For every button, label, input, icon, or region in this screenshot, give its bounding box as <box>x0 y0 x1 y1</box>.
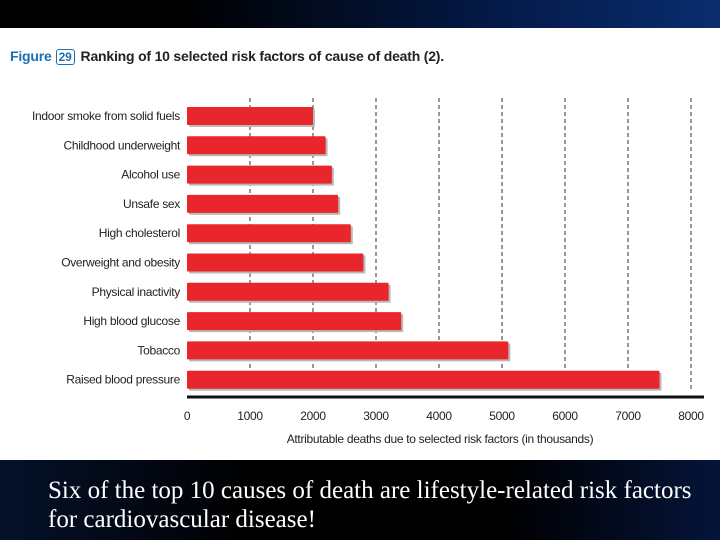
tick-label: 5000 <box>489 409 515 423</box>
bar <box>187 341 509 360</box>
chart-title: Ranking of 10 selected risk factors of c… <box>80 48 445 64</box>
bar <box>187 282 389 301</box>
bar <box>187 136 326 155</box>
slide-caption: Six of the top 10 causes of death are li… <box>48 477 692 533</box>
caption-band: Six of the top 10 causes of death are li… <box>0 460 720 540</box>
bar <box>187 194 339 213</box>
tick-label: 2000 <box>300 409 326 423</box>
category-label: High blood glucose <box>83 314 180 328</box>
bar <box>187 224 351 243</box>
tick-label: 6000 <box>552 409 578 423</box>
category-label: Alcohol use <box>121 168 180 182</box>
bar <box>187 370 660 389</box>
bar <box>187 312 402 331</box>
tick-label: 4000 <box>426 409 452 423</box>
tick-label: 8000 <box>678 409 704 423</box>
bar <box>187 253 364 272</box>
bar <box>187 165 332 184</box>
category-label: Childhood underweight <box>64 138 181 152</box>
category-label: Overweight and obesity <box>61 256 180 270</box>
category-label: Unsafe sex <box>123 197 180 211</box>
bar <box>187 107 313 125</box>
figure-panel: Figure 29 Ranking of 10 selected risk fact… <box>0 28 720 460</box>
x-axis-title: Attributable deaths due to selected risk… <box>287 432 594 446</box>
figure-title: Figure 29 Ranking of 10 selected risk fact… <box>10 48 444 65</box>
category-label: Tobacco <box>137 343 180 357</box>
category-label: Raised blood pressure <box>66 373 180 387</box>
tick-label: 3000 <box>363 409 389 423</box>
tick-label: 1000 <box>237 409 263 423</box>
bar-chart: Indoor smoke from solid fuels Childhood u… <box>32 98 705 446</box>
tick-label: 7000 <box>615 409 641 423</box>
category-label: High cholesterol <box>99 226 180 240</box>
tick-label: 0 <box>184 409 191 423</box>
category-label: Physical inactivity <box>92 285 181 299</box>
category-label: Indoor smoke from solid fuels <box>32 109 180 123</box>
figure-number: 29 <box>55 49 75 65</box>
figure-label: Figure <box>10 48 52 64</box>
top-band <box>0 0 720 28</box>
